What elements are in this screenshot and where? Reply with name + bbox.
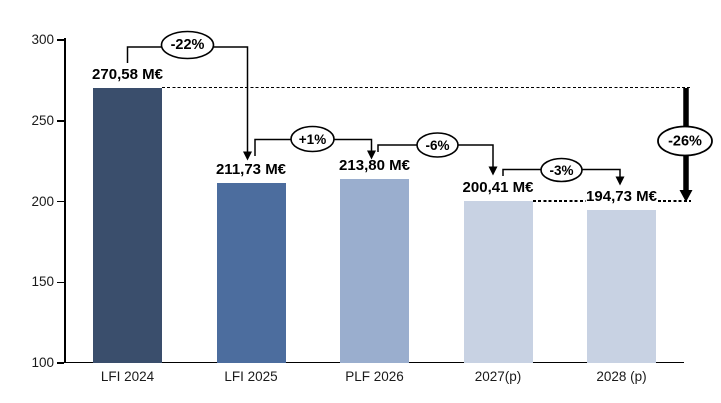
annotation-bubble (416, 132, 459, 158)
annotation-change-plus1: +1% (254, 125, 376, 160)
y-tick-mark (57, 120, 64, 122)
y-tick-mark (57, 281, 64, 283)
annotation-bubble (160, 30, 215, 60)
y-tick-label: 100 (31, 355, 54, 370)
y-tick-mark (57, 39, 64, 41)
y-tick-label: 250 (31, 112, 54, 128)
annotation-label: -6% (425, 138, 449, 153)
category-label: LFI 2025 (224, 369, 278, 384)
value-label: 200,41 M€ (461, 178, 535, 196)
connector-line (254, 138, 373, 156)
annotation-label: -22% (171, 37, 205, 53)
category-label: 2027(p) (474, 369, 522, 384)
bar-plf-2026 (340, 179, 409, 363)
bar-2028-p- (587, 210, 656, 363)
y-tick-mark (57, 362, 64, 364)
annotation-bubble (657, 125, 713, 157)
bar-lfi-2024 (93, 87, 162, 363)
bar-2027-p- (463, 200, 533, 363)
y-tick-label: 150 (31, 274, 54, 290)
category-label: PLF 2026 (345, 369, 404, 384)
y-tick-label: 300 (31, 32, 54, 47)
dotted-reference-line (162, 86, 691, 89)
annotation-label: +1% (299, 132, 326, 147)
y-tick-label: 200 (31, 193, 54, 209)
annotation-label: -26% (668, 134, 702, 150)
y-axis-line (64, 38, 66, 363)
category-label: LFI 2024 (100, 369, 155, 384)
category-label: 2028 (p) (596, 369, 647, 384)
value-label: 270,58 M€ (91, 65, 164, 83)
annotation-bubble (540, 157, 583, 183)
annotation-change-overall: -26% (657, 88, 713, 202)
arrow-down-icon (615, 176, 625, 186)
value-label: 211,73 M€ (214, 160, 288, 178)
connector-line (502, 168, 621, 177)
bar-lfi-2025 (216, 182, 286, 363)
annotation-bubble (290, 125, 335, 153)
value-label: 194,73 M€ (585, 188, 658, 205)
annotation-label: -3% (549, 163, 573, 178)
arrow-down-icon (488, 166, 498, 176)
arrow-down-icon (243, 151, 252, 161)
value-label: 213,80 M€ (338, 157, 411, 175)
y-tick-mark (57, 200, 64, 203)
